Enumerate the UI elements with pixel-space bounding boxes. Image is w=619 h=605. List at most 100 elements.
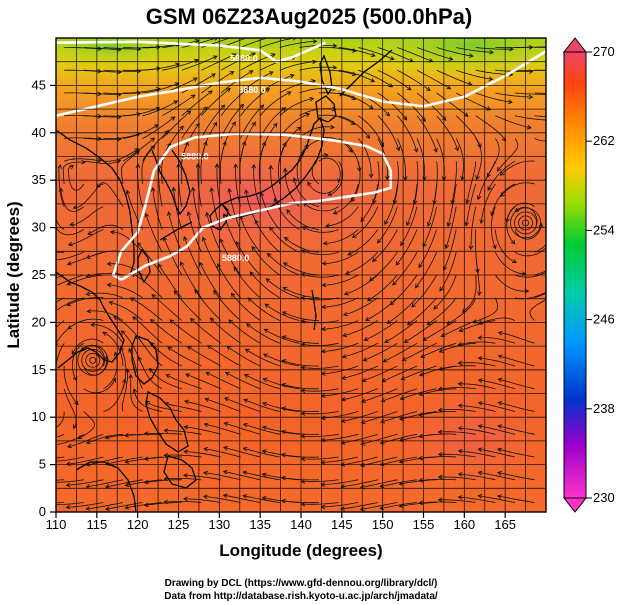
credit-drawing: Drawing by DCL (https://www.gfd-dennou.o… — [165, 578, 438, 589]
streamline-arrowhead — [365, 134, 371, 139]
streamline — [144, 433, 182, 435]
streamline — [105, 502, 143, 510]
streamline-arrowhead — [385, 111, 391, 117]
streamline-arrowhead — [289, 74, 295, 79]
streamline-arrowhead — [538, 222, 544, 228]
streamline-arrowhead — [262, 401, 267, 407]
streamline — [173, 187, 183, 230]
streamline-arrowhead — [37, 430, 41, 434]
streamline-arrowhead — [457, 403, 463, 409]
streamline — [380, 411, 418, 423]
streamline-arrowhead — [129, 297, 135, 302]
streamline — [204, 448, 241, 458]
streamline — [301, 250, 339, 255]
streamline-arrowhead — [124, 459, 130, 464]
streamline — [180, 261, 202, 299]
streamline-arrowhead — [58, 187, 64, 193]
x-tick-label: 135 — [249, 517, 271, 532]
streamline-arrowhead — [305, 112, 311, 118]
streamline — [438, 365, 476, 370]
streamline-arrowhead — [213, 289, 218, 295]
streamline — [360, 479, 398, 488]
streamline-arrowhead — [342, 332, 348, 338]
streamline — [220, 52, 256, 71]
streamline-arrowhead — [282, 287, 288, 292]
streamline — [420, 342, 457, 358]
streamline-arrowhead — [332, 43, 338, 49]
streamline — [447, 297, 477, 325]
streamline-arrowhead — [281, 382, 287, 388]
streamline — [56, 456, 84, 462]
streamline-arrowhead — [167, 346, 173, 351]
x-tick-label: 155 — [413, 517, 435, 532]
streamline-arrowhead — [183, 473, 188, 478]
streamline — [64, 47, 102, 50]
streamline-arrowhead — [65, 482, 71, 488]
streamline-arrowhead — [143, 456, 149, 462]
x-tick-label: 140 — [290, 517, 312, 532]
streamline-arrowhead — [477, 401, 483, 406]
streamline — [105, 456, 143, 465]
streamline — [164, 501, 202, 503]
streamline-arrowhead — [166, 211, 172, 217]
streamline — [534, 138, 546, 142]
streamline — [303, 202, 339, 212]
streamline-arrowhead — [163, 476, 169, 482]
streamline — [534, 292, 546, 299]
streamline — [86, 502, 124, 510]
streamline-arrowhead — [190, 186, 196, 192]
streamline — [321, 433, 359, 441]
streamline-arrowhead — [406, 221, 411, 227]
streamline-arrowhead — [143, 479, 149, 485]
streamline-arrowhead — [244, 348, 250, 354]
streamline-arrowhead — [90, 322, 95, 328]
coast-asia-mainland — [56, 271, 125, 369]
streamline — [318, 114, 355, 125]
streamline-arrowhead — [243, 374, 249, 379]
streamline-arrowhead — [550, 295, 554, 299]
streamline-arrowhead — [175, 62, 181, 68]
streamline — [497, 448, 535, 458]
streamline-arrowhead — [242, 446, 248, 452]
streamline-arrowhead — [186, 110, 192, 115]
streamline-arrowhead — [49, 286, 53, 290]
streamline — [514, 271, 546, 278]
streamline-arrowhead — [549, 69, 553, 73]
streamline-arrowhead — [362, 357, 368, 362]
streamline-arrowhead — [97, 158, 103, 163]
y-tick-label: 20 — [32, 314, 46, 329]
streamline — [534, 69, 546, 71]
streamline-arrowhead — [242, 494, 248, 499]
streamline — [338, 92, 374, 110]
streamline-arrowhead — [457, 471, 463, 477]
streamline-arrowhead — [437, 386, 443, 392]
streamline-arrowhead — [457, 448, 463, 454]
streamline — [282, 360, 319, 367]
streamline — [361, 388, 398, 403]
streamline-arrowhead — [143, 431, 149, 436]
streamline-arrowhead — [179, 261, 185, 267]
streamline-arrowhead — [475, 268, 480, 274]
streamline-arrowhead — [370, 52, 376, 58]
streamline-arrowhead — [262, 353, 268, 358]
streamline — [301, 411, 339, 415]
streamline-arrowhead — [418, 412, 424, 417]
streamline — [282, 383, 319, 390]
streamline — [367, 274, 398, 302]
streamline — [383, 342, 418, 363]
streamline — [223, 447, 261, 458]
streamline-arrowhead — [286, 91, 292, 96]
streamline — [487, 160, 516, 191]
streamline-arrowhead — [446, 222, 452, 228]
streamline — [372, 229, 398, 262]
streamline — [458, 405, 496, 412]
streamline — [91, 324, 124, 344]
streamline — [103, 148, 139, 162]
streamline — [138, 356, 163, 390]
streamline-arrowhead — [549, 93, 553, 97]
streamline-arrowhead — [214, 163, 220, 168]
streamline-arrowhead — [321, 326, 326, 332]
streamline — [181, 73, 216, 94]
streamline-arrowhead — [384, 338, 390, 343]
streamline — [240, 121, 256, 162]
